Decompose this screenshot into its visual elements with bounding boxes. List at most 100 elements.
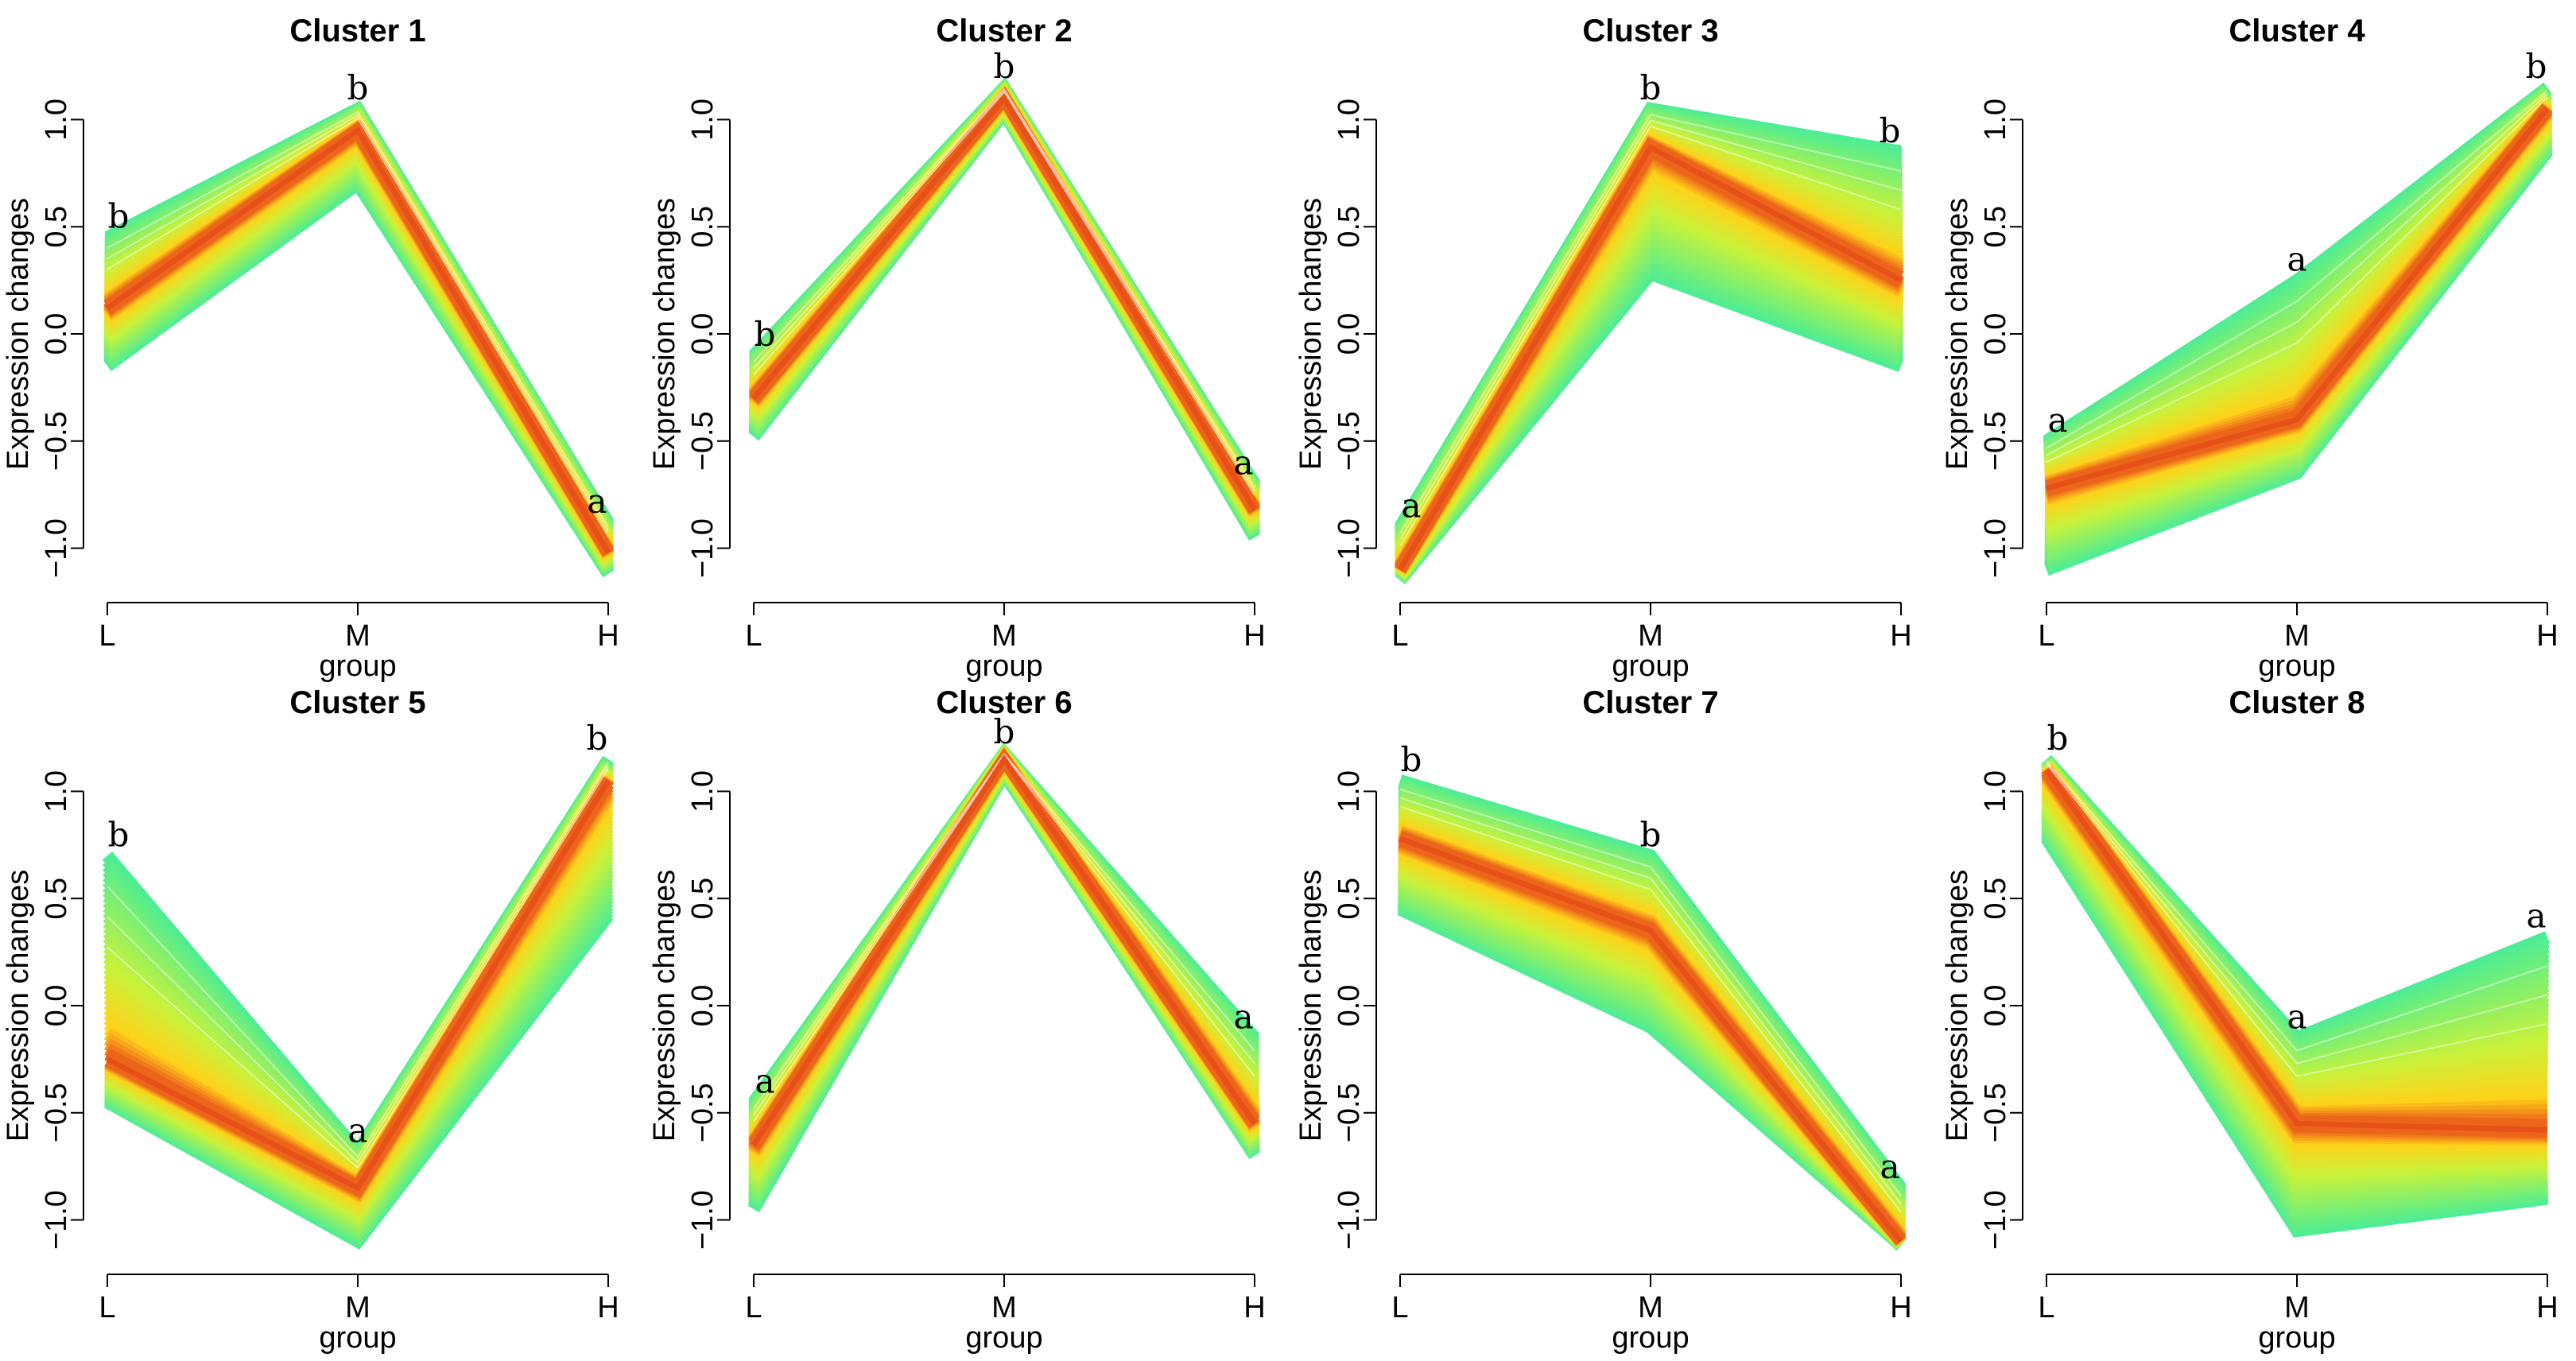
y-axis-label: Expression changes [648, 198, 681, 470]
profile-band [748, 76, 1260, 541]
x-tick-label: M [1638, 1291, 1663, 1324]
significance-label: a [1880, 1147, 1899, 1186]
significance-label: a [1233, 444, 1253, 483]
y-axis: −1.0 −0.5 0.0 0.5 1.0 [40, 99, 84, 578]
profile-line [107, 111, 609, 528]
significance-label: b [994, 47, 1015, 86]
y-tick-label: 1.0 [1979, 770, 2012, 812]
y-tick-label: 0.0 [686, 313, 720, 355]
y-tick-label: 0.5 [686, 878, 720, 920]
y-tick-label: −0.5 [40, 411, 73, 471]
cluster-panel-8: Cluster 8 −1.0 −0.5 0.0 0.5 1.0 Expression cha… [1941, 685, 2559, 1355]
x-tick-label: L [99, 1291, 115, 1324]
significance-label: b [108, 197, 130, 236]
significance-label: a [1401, 487, 1421, 525]
x-tick-label: M [991, 1291, 1017, 1324]
y-axis: −1.0 −0.5 0.0 0.5 1.0 [1979, 99, 2023, 578]
x-tick-label: M [345, 1291, 370, 1324]
y-axis: −1.0 −0.5 0.0 0.5 1.0 [1333, 770, 1377, 1250]
x-tick-label: M [345, 619, 370, 653]
profile-line [753, 87, 1255, 488]
significance-label: a [347, 1111, 367, 1150]
y-axis-label: Expression changes [648, 870, 681, 1142]
cluster-panel-3: Cluster 3 −1.0 −0.5 0.0 0.5 1.0 Expression cha… [1294, 14, 1912, 683]
y-tick-label: 0.0 [686, 985, 720, 1027]
profile-line [1399, 119, 1902, 541]
y-tick-label: 0.0 [1979, 313, 2012, 355]
cluster-panel-1: Cluster 1 −1.0 −0.5 0.0 0.5 1.0 Expression cha… [2, 14, 619, 683]
y-tick-label: 0.5 [1333, 878, 1366, 920]
x-axis-label: group [1612, 1321, 1689, 1355]
y-tick-label: −0.5 [686, 411, 720, 471]
y-tick-label: −1.0 [686, 518, 720, 578]
panel-title: Cluster 2 [936, 14, 1072, 48]
cluster-panel-4: Cluster 4 −1.0 −0.5 0.0 0.5 1.0 Expression cha… [1941, 14, 2559, 683]
panel-title: Cluster 4 [2229, 14, 2365, 48]
panel-title: Cluster 6 [936, 685, 1072, 720]
y-tick-label: 0.5 [1979, 878, 2012, 920]
center-profile-line [2044, 768, 2548, 1133]
y-tick-label: 1.0 [40, 770, 73, 812]
significance-label: b [108, 815, 130, 854]
profile-band [748, 743, 1260, 1213]
significance-label: a [587, 482, 607, 521]
x-tick-label: H [2536, 619, 2558, 653]
y-tick-label: 0.5 [686, 206, 720, 248]
profile-line [1399, 805, 1902, 1212]
center-profile-line [751, 754, 1257, 1147]
x-axis-label: group [319, 1321, 396, 1355]
y-tick-label: 1.0 [40, 99, 73, 141]
center-profile-line [751, 93, 1257, 511]
significance-label: b [2047, 719, 2069, 758]
profile-line [2046, 90, 2548, 449]
x-tick-label: M [2284, 619, 2310, 653]
significance-label: b [2526, 47, 2547, 86]
y-tick-label: 1.0 [686, 99, 720, 141]
x-tick-label: H [597, 619, 619, 653]
center-profile-line [2046, 107, 2550, 491]
profile-line [2046, 763, 2548, 1077]
significance-label: b [994, 712, 1015, 751]
profile-line [753, 752, 1255, 1109]
x-tick-label: L [745, 619, 762, 653]
significance-label: a [2047, 401, 2067, 440]
significance-label: b [1640, 68, 1662, 107]
y-axis-label: Expression changes [1941, 198, 1974, 470]
x-axis-label: group [319, 649, 396, 683]
y-axis: −1.0 −0.5 0.0 0.5 1.0 [40, 770, 84, 1250]
y-tick-label: −1.0 [1979, 518, 2012, 578]
y-axis-label: Expression changes [1294, 870, 1328, 1142]
significance-label: b [1640, 815, 1662, 854]
profile-line [1399, 797, 1902, 1204]
x-tick-label: L [745, 1291, 762, 1324]
y-axis-label: Expression changes [2, 198, 35, 470]
y-tick-label: 0.0 [1333, 985, 1366, 1027]
y-tick-label: 0.5 [1979, 206, 2012, 248]
y-axis: −1.0 −0.5 0.0 0.5 1.0 [1333, 99, 1377, 578]
y-tick-label: −0.5 [1979, 411, 2012, 471]
y-tick-label: −0.5 [1333, 1083, 1366, 1142]
y-tick-label: 0.5 [1333, 206, 1366, 248]
profile-band [1397, 774, 1907, 1250]
panel-title: Cluster 5 [289, 685, 425, 720]
y-axis: −1.0 −0.5 0.0 0.5 1.0 [1979, 770, 2023, 1250]
panel-title: Cluster 3 [1582, 14, 1718, 48]
significance-label: a [2287, 240, 2306, 279]
y-tick-label: 1.0 [1979, 99, 2012, 141]
x-axis-label: group [2258, 1321, 2335, 1355]
x-tick-label: L [99, 619, 115, 653]
center-profile-line [1399, 836, 1903, 1243]
y-tick-label: 0.5 [40, 878, 73, 920]
y-tick-label: −0.5 [1333, 411, 1366, 471]
y-tick-label: 0.5 [40, 206, 73, 248]
x-tick-label: L [2038, 1291, 2054, 1324]
